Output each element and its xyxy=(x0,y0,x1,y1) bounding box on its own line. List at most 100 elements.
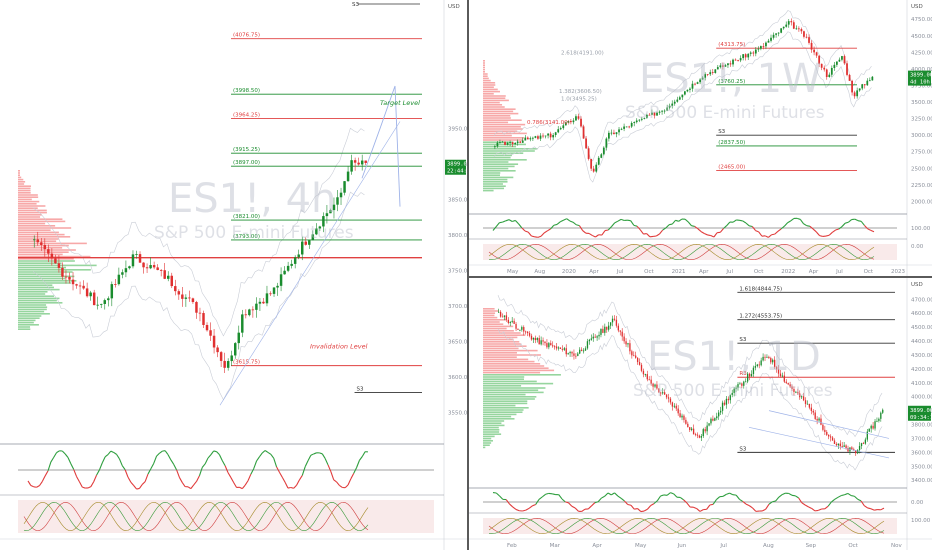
candle-body xyxy=(814,412,816,419)
candle-body xyxy=(621,331,623,337)
volume-profile-bar xyxy=(18,192,31,194)
osc-line-segment xyxy=(837,495,842,498)
volume-profile-bar xyxy=(18,222,46,225)
candle-body xyxy=(665,394,668,398)
level-label: R3 xyxy=(739,371,747,377)
panel-1d[interactable]: USD 4700.00 4600.00 4500.00 4400.00 4300.00 42… xyxy=(469,278,932,550)
candle-body xyxy=(597,157,600,165)
volume-profile-bar xyxy=(483,106,505,108)
candle-body xyxy=(829,436,832,438)
volume-profile-bar xyxy=(483,183,503,185)
candle-body xyxy=(353,160,357,163)
y-tick-label: 3500.00 xyxy=(911,464,932,470)
volume-profile-bar xyxy=(483,433,502,435)
candle-body xyxy=(286,265,290,271)
candle-body xyxy=(762,46,765,47)
osc-line-segment xyxy=(30,485,34,488)
osc-line-segment xyxy=(659,229,664,235)
osc-line-segment xyxy=(239,486,243,490)
candle-body xyxy=(290,263,293,266)
osc-line-segment xyxy=(637,508,642,512)
osc-line-segment xyxy=(164,450,169,455)
panel-1w[interactable]: USD 4750.00 4500.00 4250.00 4000.00 3750.00 35… xyxy=(469,0,932,278)
candle-body xyxy=(770,37,772,41)
chart-4h[interactable]: USD3950.003900.003850.003800.003750.0037… xyxy=(0,0,467,550)
osc-line-segment xyxy=(330,471,335,480)
osc-line-segment xyxy=(739,498,744,502)
osc-line-segment xyxy=(799,219,805,225)
x-tick-label: Apr xyxy=(699,269,709,275)
osc-line-segment xyxy=(581,508,586,512)
candle-body xyxy=(564,122,567,126)
osc-line-segment xyxy=(668,223,673,226)
osc-line-segment xyxy=(697,228,702,233)
volume-profile-bar xyxy=(18,271,73,273)
osc-line-segment xyxy=(790,217,795,222)
volume-profile-bar xyxy=(483,99,509,102)
candle-body xyxy=(234,343,237,356)
volume-profile-bar xyxy=(483,112,519,115)
lower-band xyxy=(32,191,365,401)
osc-line-segment xyxy=(350,473,355,480)
volume-profile-bar xyxy=(483,371,541,374)
candle-body xyxy=(212,335,216,348)
volume-profile-bar xyxy=(18,227,72,229)
osc-line-segment xyxy=(319,452,323,455)
price-tag-sub: 09:34:18 xyxy=(910,415,932,421)
osc-line-segment xyxy=(27,480,32,486)
panel-4h[interactable]: USD3950.003900.003850.003800.003750.0037… xyxy=(0,0,469,550)
volume-profile-bar xyxy=(18,205,46,207)
candle-body xyxy=(336,197,339,205)
candle-body xyxy=(325,213,329,217)
candle-body xyxy=(586,341,589,349)
candle-body xyxy=(75,284,78,286)
y-tick-label: 3800.00 xyxy=(911,423,932,429)
osc-line-segment xyxy=(528,505,533,509)
candle-body xyxy=(642,370,645,375)
candle-body xyxy=(700,436,703,438)
candle-body xyxy=(131,254,135,267)
osc-line-segment xyxy=(256,456,260,462)
volume-profile-bar xyxy=(18,321,34,324)
chart-1d[interactable]: USD 4700.00 4600.00 4500.00 4400.00 4300.00 42… xyxy=(469,278,932,550)
osc-line-segment xyxy=(867,507,871,510)
candle-body xyxy=(685,419,687,424)
candle-body xyxy=(710,418,712,424)
osc-line-segment xyxy=(719,228,724,233)
y-tick-label: 2000.00 xyxy=(911,199,932,205)
candle-body xyxy=(64,276,68,278)
volume-profile-bar xyxy=(483,334,526,336)
volume-profile-bar xyxy=(18,315,42,317)
osc-line-segment xyxy=(617,218,622,222)
volume-profile-bar xyxy=(18,244,69,247)
candle-body xyxy=(802,396,805,401)
candle-body xyxy=(570,120,572,123)
candle-body xyxy=(590,338,592,340)
candle-body xyxy=(808,37,810,43)
fib-label: 0.786(3141.00) xyxy=(527,120,570,126)
osc-line-segment xyxy=(136,487,140,490)
candle-body xyxy=(279,274,283,286)
osc-line-segment xyxy=(521,227,526,232)
candle-body xyxy=(544,341,546,344)
upper-band xyxy=(493,10,872,162)
candle-body xyxy=(845,445,847,449)
osc-line-segment xyxy=(53,452,58,458)
x-tick-label: Apr xyxy=(589,269,599,275)
osc-line-segment xyxy=(333,479,337,483)
candle-body xyxy=(646,114,648,119)
volume-profile-bar xyxy=(18,249,76,251)
candle-body xyxy=(504,141,506,145)
volume-profile-bar xyxy=(483,163,519,165)
candle-body xyxy=(219,352,223,361)
chart-1w[interactable]: USD 4750.00 4500.00 4250.00 4000.00 3750.00 35… xyxy=(469,0,932,276)
osc-line-segment xyxy=(559,219,564,223)
candle-body xyxy=(272,287,276,294)
candle-body xyxy=(709,72,712,75)
volume-profile-bar xyxy=(18,324,39,326)
candle-body xyxy=(775,33,777,35)
volume-profile-bar xyxy=(18,275,75,278)
osc-line-segment xyxy=(270,453,275,459)
osc-line-segment xyxy=(50,457,55,463)
volume-profile-bar xyxy=(18,269,91,271)
